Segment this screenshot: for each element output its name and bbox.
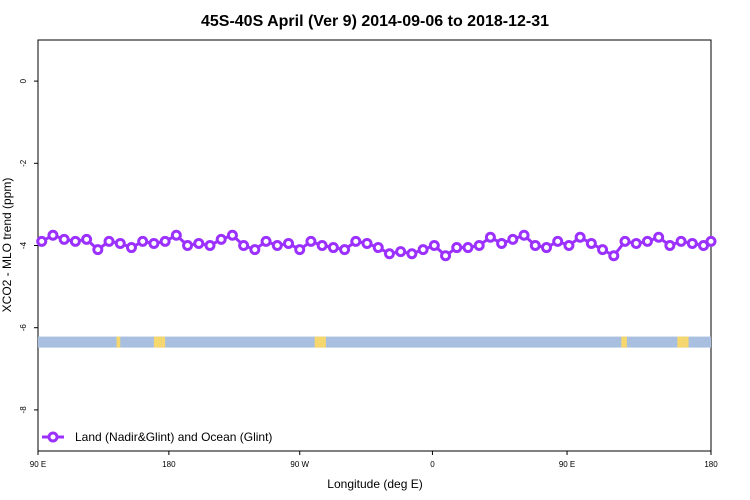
data-point — [283, 237, 295, 249]
data-point — [271, 240, 283, 251]
y-tick-label: -2 — [19, 159, 28, 167]
data-point — [260, 235, 272, 247]
y-axis-label: XCO2 - MLO trend (ppm) — [0, 178, 14, 313]
data-point — [305, 235, 317, 247]
data-point — [148, 237, 160, 249]
data-point — [529, 240, 541, 251]
data-point — [114, 237, 126, 249]
data-point — [47, 229, 59, 241]
surface-band-land — [314, 336, 326, 348]
data-point — [58, 233, 70, 245]
data-point — [428, 240, 440, 251]
data-point — [653, 231, 665, 243]
data-point — [440, 250, 452, 262]
data-point — [92, 244, 104, 256]
y-tick-label: -6 — [19, 324, 28, 332]
data-point — [608, 250, 620, 262]
data-point — [361, 237, 373, 249]
data-point — [182, 240, 194, 251]
data-point — [36, 235, 48, 247]
y-tick-label: 0 — [19, 78, 28, 83]
x-tick-label: 90 E — [30, 460, 46, 469]
legend-label: Land (Nadir&Glint) and Ocean (Glint) — [75, 430, 272, 444]
data-point — [204, 240, 216, 251]
data-point — [137, 235, 149, 247]
surface-band-land — [161, 336, 166, 348]
data-point — [238, 240, 250, 251]
data-point — [496, 237, 508, 249]
data-point — [316, 240, 328, 251]
data-point — [675, 235, 687, 247]
data-point — [170, 229, 182, 241]
data-point — [664, 240, 676, 251]
data-point — [518, 229, 530, 241]
data-point — [294, 244, 306, 256]
surface-band-land — [116, 336, 121, 348]
legend-marker — [47, 431, 59, 443]
data-point — [249, 244, 261, 256]
data-point — [473, 240, 485, 251]
data-point — [193, 237, 205, 249]
data-point — [451, 242, 463, 254]
data-point — [339, 244, 351, 256]
chart-title: 45S-40S April (Ver 9) 2014-09-06 to 2018… — [201, 13, 549, 30]
series-group — [36, 229, 717, 262]
x-tick-label: 180 — [162, 460, 176, 469]
data-point — [103, 235, 115, 247]
x-axis: 90 E 180 90 W 0 90 E 180 — [30, 451, 718, 469]
x-tick-label: 90 W — [290, 460, 309, 469]
x-axis-label: Longitude (deg E) — [327, 477, 422, 491]
data-point — [350, 235, 362, 247]
x-tick-label: 0 — [430, 460, 435, 469]
data-point — [372, 242, 384, 254]
data-point — [585, 237, 597, 249]
data-point — [383, 248, 395, 260]
data-point — [507, 233, 519, 245]
y-tick-label: -4 — [19, 241, 28, 249]
y-tick-label: -8 — [19, 406, 28, 414]
data-point — [552, 235, 564, 247]
data-point — [686, 237, 698, 249]
data-point — [215, 233, 227, 245]
data-point — [69, 235, 81, 247]
surface-band-land — [153, 336, 162, 348]
data-point — [641, 235, 653, 247]
data-point — [705, 235, 717, 247]
data-point — [630, 237, 642, 249]
data-point — [417, 244, 429, 256]
data-point — [597, 244, 609, 256]
data-point — [406, 248, 418, 260]
surface-band-land — [621, 336, 627, 348]
surface-band-land — [684, 336, 689, 348]
data-point — [484, 231, 496, 243]
surface-band — [38, 336, 711, 348]
y-axis: 0 -2 -4 -6 -8 — [19, 78, 38, 413]
data-point — [574, 231, 586, 243]
data-point — [395, 246, 407, 258]
x-tick-label: 180 — [704, 460, 718, 469]
data-point — [563, 240, 575, 251]
data-point — [125, 242, 137, 254]
data-point — [619, 235, 631, 247]
data-point — [81, 233, 93, 245]
data-point — [159, 235, 171, 247]
data-point — [540, 242, 552, 254]
legend: Land (Nadir&Glint) and Ocean (Glint) — [42, 430, 272, 444]
data-point — [462, 242, 474, 254]
surface-band-land — [677, 336, 685, 348]
data-point — [327, 242, 339, 254]
x-tick-label: 90 E — [559, 460, 575, 469]
surface-band-ocean — [38, 336, 711, 348]
data-point — [226, 229, 238, 241]
